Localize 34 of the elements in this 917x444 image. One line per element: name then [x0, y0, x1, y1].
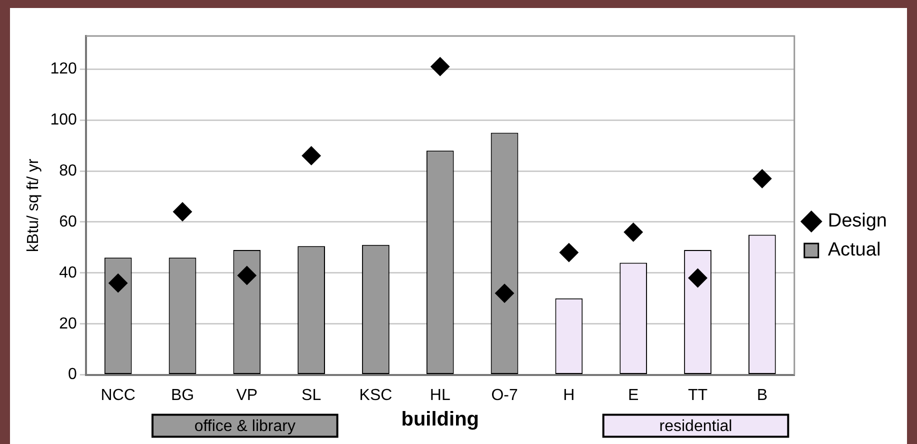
x-tick-label: BG — [170, 386, 194, 404]
y-tick-label: 20 — [59, 315, 77, 332]
y-axis-title: kBtu/ sq ft/ yr — [25, 158, 42, 252]
legend-label: Actual — [828, 240, 881, 261]
point — [752, 169, 772, 188]
x-tick-label: VP — [236, 386, 258, 404]
point — [237, 266, 256, 285]
point — [688, 268, 708, 288]
point — [495, 284, 514, 303]
point — [302, 146, 321, 166]
x-tick-label: TT — [688, 386, 708, 404]
x-tick-label: E — [628, 386, 639, 404]
point — [173, 202, 192, 222]
y-tick-label: 0 — [68, 366, 77, 384]
point — [624, 222, 643, 242]
text: residential — [659, 418, 732, 436]
point — [559, 243, 578, 262]
y-tick-label: 120 — [50, 60, 77, 78]
y-tick-label: 100 — [50, 111, 77, 128]
x-tick-label: KSC — [359, 386, 392, 404]
point — [108, 274, 128, 293]
y-tick-label: 80 — [59, 162, 77, 180]
text: office & library — [194, 418, 296, 436]
x-tick-label: H — [563, 386, 575, 404]
x-tick-label: NCC — [100, 386, 136, 404]
x-tick-label: SL — [302, 386, 322, 404]
x-tick-label: O-7 — [491, 386, 518, 404]
x-tick-label: B — [756, 386, 768, 404]
point — [430, 57, 450, 76]
y-tick-label: 60 — [59, 213, 77, 230]
y-tick-label: 40 — [59, 264, 77, 282]
legend-label: Design — [828, 210, 888, 232]
x-tick-label: HL — [430, 386, 450, 404]
x-axis-title: building — [401, 408, 480, 431]
